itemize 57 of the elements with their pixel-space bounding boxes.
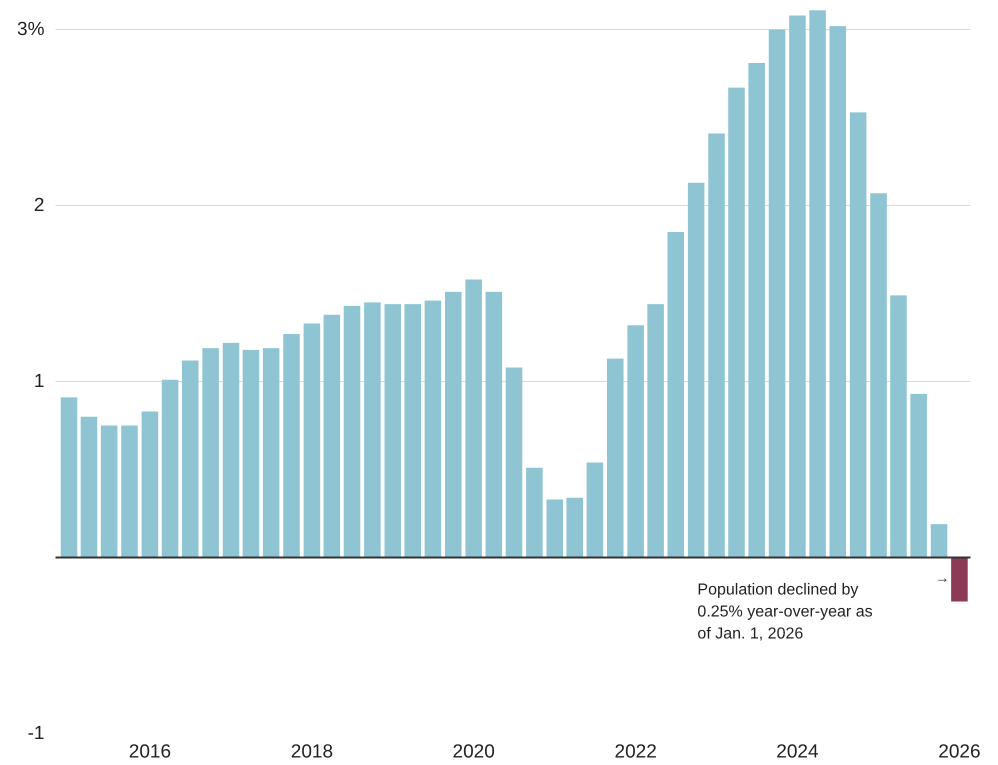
bar: [142, 411, 158, 558]
y-tick-label: -1: [28, 723, 45, 744]
bar: [606, 358, 624, 558]
bar: [324, 314, 340, 558]
bar: [222, 342, 240, 558]
y-tick-label: 1: [34, 371, 45, 392]
bar: [930, 524, 948, 558]
bar: [242, 350, 260, 558]
bar: [465, 279, 482, 558]
x-tick-label: 2020: [452, 742, 495, 762]
bar: [364, 302, 381, 558]
bar: [768, 30, 786, 558]
bar: [850, 112, 866, 558]
bar: [162, 380, 178, 558]
bar: [708, 133, 725, 558]
y-tick-label: 2: [34, 195, 45, 216]
bar: [424, 300, 442, 558]
bar: [182, 360, 199, 558]
bar: [121, 426, 138, 558]
bar: [647, 304, 664, 558]
bar: [526, 468, 543, 558]
bar: [789, 16, 806, 558]
x-tick-label: 2022: [614, 742, 657, 762]
bar: [870, 193, 887, 558]
bar: [344, 306, 360, 558]
x-tick-label: 2016: [128, 742, 172, 762]
annotation: Population declined by 0.25% year-over-year as of Jan. 1, 2026: [697, 582, 873, 643]
bar: [384, 304, 402, 558]
bar: [506, 367, 522, 558]
bar: [404, 304, 421, 558]
bar: [100, 426, 118, 558]
bar: [667, 232, 684, 558]
bar: [829, 26, 846, 558]
x-tick-label: 2018: [290, 742, 334, 762]
bar: [546, 499, 564, 558]
bar: [627, 325, 644, 558]
bar: [688, 182, 704, 558]
y-tick-label: 3%: [17, 19, 45, 40]
bar: [283, 334, 300, 558]
annotation: →: [935, 570, 950, 586]
bar: [445, 292, 462, 558]
bar: [486, 292, 502, 558]
bar: [80, 416, 98, 558]
x-tick-label: 2024: [776, 742, 819, 762]
bar: [304, 323, 320, 558]
bar: [586, 462, 604, 558]
bar: [60, 397, 78, 558]
bar: [890, 295, 907, 558]
bar: [202, 348, 219, 558]
bar: [728, 88, 745, 558]
bar: [566, 498, 583, 558]
bar: [809, 10, 826, 558]
bar: [262, 348, 280, 558]
bar: [910, 394, 927, 558]
bar: [748, 63, 765, 558]
x-tick-label: 2026: [938, 742, 981, 762]
bar: [951, 558, 968, 602]
